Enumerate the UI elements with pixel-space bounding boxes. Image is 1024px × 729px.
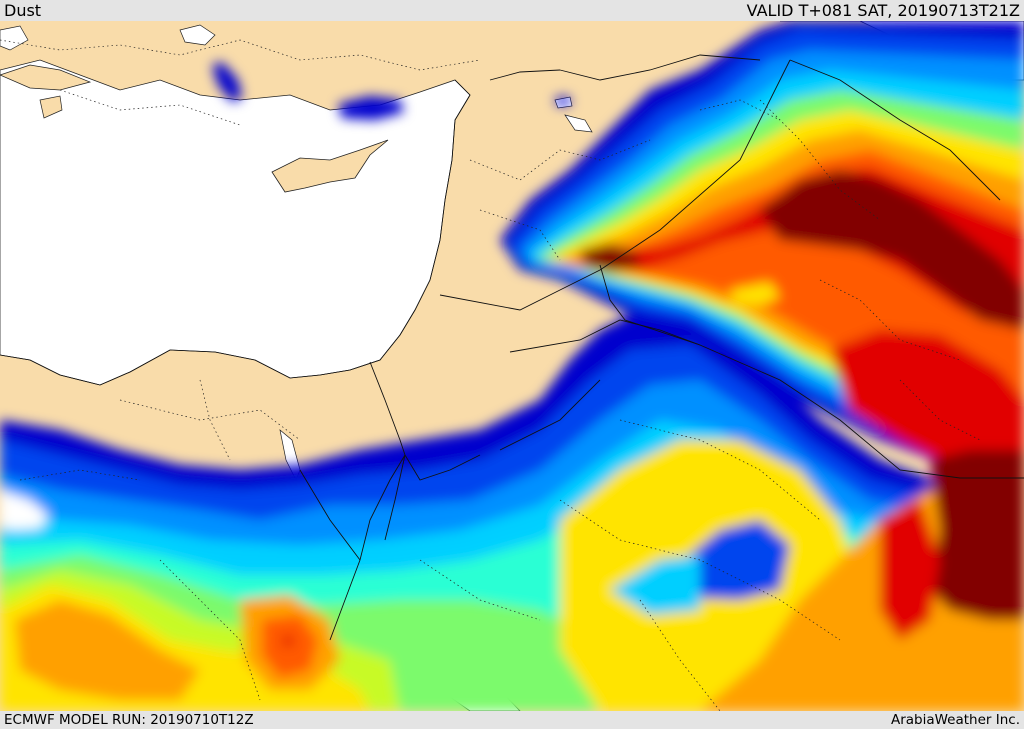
model-run-label: ECMWF MODEL RUN: 20190710T12Z [4, 712, 254, 728]
footer-bar: ECMWF MODEL RUN: 20190710T12Z ArabiaWeat… [0, 711, 1024, 729]
valid-time-label: VALID T+081 SAT, 20190713T21Z [746, 1, 1020, 20]
dust-field [0, 21, 1024, 711]
product-title: Dust [4, 1, 42, 20]
dust-forecast-map [0, 21, 1024, 711]
country-borders [299, 54, 1024, 641]
credit-label: ArabiaWeather Inc. [890, 712, 1020, 728]
header-bar: Dust VALID T+081 SAT, 20190713T21Z [0, 0, 1024, 21]
cyprus-island [271, 139, 389, 193]
province-borders [0, 39, 981, 711]
